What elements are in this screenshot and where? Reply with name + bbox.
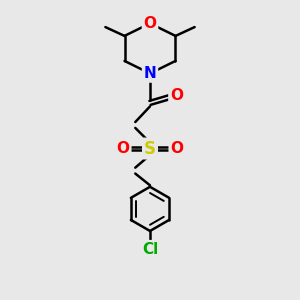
Text: O: O xyxy=(170,141,183,156)
Text: S: S xyxy=(144,140,156,158)
Text: O: O xyxy=(143,16,157,31)
Text: Cl: Cl xyxy=(142,242,158,257)
Text: O: O xyxy=(170,88,183,103)
Text: O: O xyxy=(117,141,130,156)
Text: N: N xyxy=(144,66,156,81)
